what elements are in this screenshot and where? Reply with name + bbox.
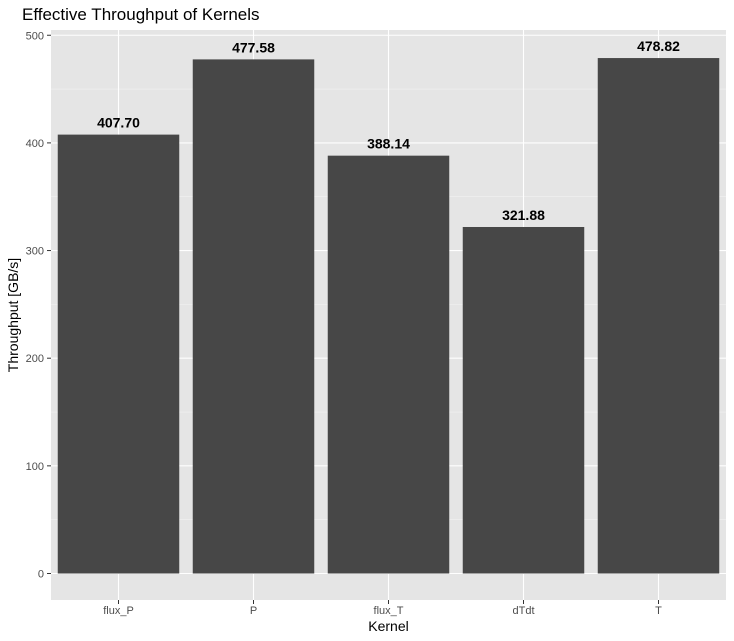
x-tick-label: flux_T <box>374 605 404 617</box>
x-tick-label: dTdt <box>512 605 534 617</box>
x-tick-label: T <box>655 605 662 617</box>
bar-P <box>192 59 315 574</box>
x-axis-title: Kernel <box>368 618 408 634</box>
value-label: 407.70 <box>97 115 140 131</box>
y-axis: 0 100 200 300 400 500 <box>26 30 51 581</box>
bar-T <box>597 58 720 574</box>
y-tick-label: 0 <box>38 569 44 581</box>
value-labels: 407.70 477.58 388.14 321.88 478.82 <box>97 38 680 223</box>
y-tick-label: 200 <box>26 353 44 365</box>
x-tick-label: P <box>250 605 257 617</box>
y-tick-label: 100 <box>26 461 44 473</box>
value-label: 388.14 <box>367 136 410 152</box>
chart-title: Effective Throughput of Kernels <box>22 5 260 24</box>
bar-flux_P <box>57 134 180 574</box>
value-label: 321.88 <box>502 207 545 223</box>
bars <box>57 58 720 574</box>
bar-dTdt <box>462 226 585 574</box>
value-label: 477.58 <box>232 39 275 55</box>
bar-flux_T <box>327 155 450 574</box>
x-tick-label: flux_P <box>103 605 134 617</box>
y-tick-label: 500 <box>26 30 44 42</box>
y-axis-title: Throughput [GB/s] <box>5 258 21 372</box>
value-label: 478.82 <box>637 38 680 54</box>
y-tick-label: 400 <box>26 138 44 150</box>
y-tick-label: 300 <box>26 246 44 258</box>
